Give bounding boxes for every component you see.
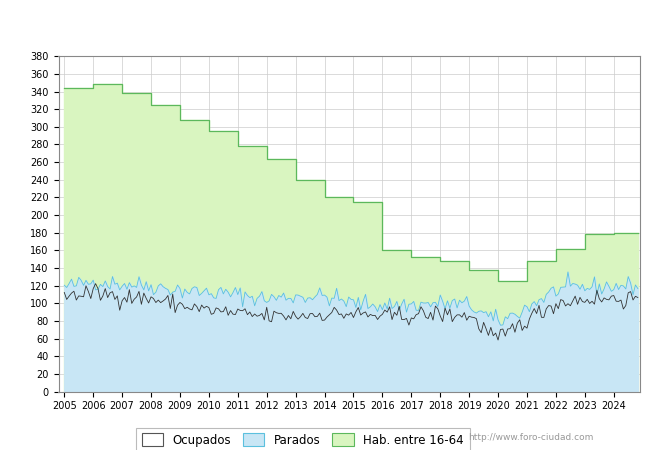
Legend: Ocupados, Parados, Hab. entre 16-64: Ocupados, Parados, Hab. entre 16-64 (136, 428, 469, 450)
Text: http://www.foro-ciudad.com: http://www.foro-ciudad.com (468, 433, 593, 442)
Text: Quintana y Congosto - Evolucion de la poblacion en edad de Trabajar Noviembre de: Quintana y Congosto - Evolucion de la po… (38, 19, 612, 32)
